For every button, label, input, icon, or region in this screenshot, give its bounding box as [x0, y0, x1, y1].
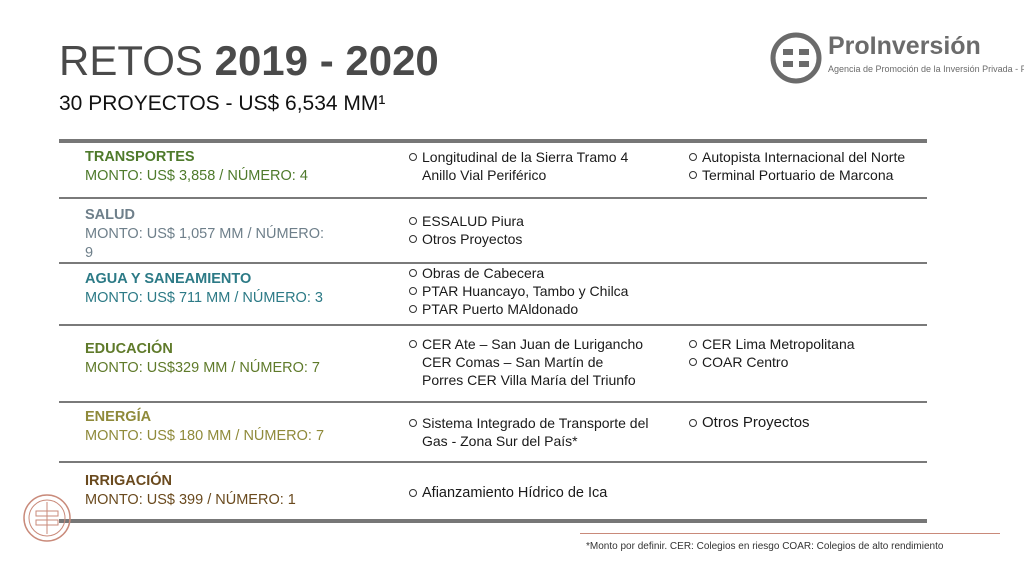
project-column-1: ESSALUD Piura Otros Proyectos: [409, 212, 654, 248]
sector-irrigacion: IRRIGACIÓN MONTO: US$ 399 / NÚMERO: 1: [85, 472, 325, 510]
project-column-2: Autopista Internacional del Norte Termin…: [689, 148, 934, 184]
bullet-icon: [409, 489, 417, 497]
title-years: 2019 - 2020: [214, 37, 439, 84]
bullet-icon: [409, 217, 417, 225]
sector-detail: MONTO: US$329 MM / NÚMERO: 7: [85, 360, 320, 376]
proinversion-emblem-icon: [770, 32, 822, 84]
sector-detail: MONTO: US$ 711 MM / NÚMERO: 3: [85, 290, 323, 306]
sector-detail: MONTO: US$ 3,858 / NÚMERO: 4: [85, 168, 308, 184]
project-item: Otros Proyectos: [689, 414, 934, 432]
footnote: *Monto por definir. CER: Colegios en rie…: [586, 541, 944, 552]
bullet-icon: [409, 235, 417, 243]
proinversion-logo: ProInversión Agencia de Promoción de la …: [770, 30, 1024, 88]
project-column-1: Sistema Integrado de Transporte del Gas …: [409, 414, 649, 450]
page-title: RETOS 2019 - 2020: [59, 40, 439, 82]
project-item: Longitudinal de la Sierra Tramo 4 Anillo…: [409, 148, 654, 184]
bullet-icon: [689, 171, 697, 179]
bullet-icon: [409, 153, 417, 161]
project-item: Obras de Cabecera: [409, 264, 654, 282]
project-item: CER Lima Metropolitana: [689, 335, 934, 353]
project-item: PTAR Puerto MAldonado: [409, 300, 654, 318]
row-divider: [59, 324, 927, 326]
project-item: Sistema Integrado de Transporte del Gas …: [409, 414, 649, 450]
sector-row-educacion: EDUCACIÓN MONTO: US$329 MM / NÚMERO: 7 C…: [59, 336, 927, 403]
bullet-icon: [409, 305, 417, 313]
sector-name: EDUCACIÓN: [85, 341, 173, 357]
sector-agua-saneamiento: AGUA Y SANEAMIENTO MONTO: US$ 711 MM / N…: [85, 270, 325, 308]
logo-name: ProInversión: [828, 32, 981, 60]
bullet-icon: [689, 153, 697, 161]
top-divider: [59, 139, 927, 143]
sector-name: ENERGÍA: [85, 409, 152, 425]
project-column-2: CER Lima Metropolitana COAR Centro: [689, 335, 934, 371]
project-item: Afianzamiento Hídrico de Ica: [409, 484, 654, 502]
project-item: Otros Proyectos: [409, 230, 654, 248]
bullet-icon: [409, 419, 417, 427]
sector-transportes: TRANSPORTES MONTO: US$ 3,858 / NÚMERO: 4: [85, 148, 325, 186]
sector-educacion: EDUCACIÓN MONTO: US$329 MM / NÚMERO: 7: [85, 340, 325, 378]
project-item: Autopista Internacional del Norte: [689, 148, 934, 166]
row-divider: [59, 262, 927, 264]
project-column-1: Obras de Cabecera PTAR Huancayo, Tambo y…: [409, 264, 654, 318]
row-divider: [59, 461, 927, 463]
logo-tagline: Agencia de Promoción de la Inversión Pri…: [828, 64, 1024, 74]
project-item: CER Ate – San Juan de Lurigancho CER Com…: [409, 335, 644, 389]
sector-name: TRANSPORTES: [85, 149, 195, 165]
sector-detail: MONTO: US$ 180 MM / NÚMERO: 7: [85, 428, 325, 444]
project-item: ESSALUD Piura: [409, 212, 654, 230]
bullet-icon: [689, 358, 697, 366]
sector-row-agua: AGUA Y SANEAMIENTO MONTO: US$ 711 MM / N…: [59, 265, 927, 326]
bullet-icon: [409, 269, 417, 277]
sector-row-energia: ENERGÍA MONTO: US$ 180 MM / NÚMERO: 7 Si…: [59, 408, 927, 463]
project-column-1: Longitudinal de la Sierra Tramo 4 Anillo…: [409, 148, 654, 184]
bullet-icon: [689, 340, 697, 348]
sector-detail: MONTO: US$ 1,057 MM / NÚMERO: 9: [85, 226, 325, 261]
sector-name: AGUA Y SANEAMIENTO: [85, 271, 252, 287]
project-item: Terminal Portuario de Marcona: [689, 166, 934, 184]
sector-row-salud: SALUD MONTO: US$ 1,057 MM / NÚMERO: 9 ES…: [59, 206, 927, 264]
sector-salud: SALUD MONTO: US$ 1,057 MM / NÚMERO: 9: [85, 206, 325, 263]
proinversion-seal-icon: [23, 494, 71, 542]
sector-name: IRRIGACIÓN: [85, 473, 172, 489]
bottom-divider: [59, 519, 927, 523]
sector-row-irrigacion: IRRIGACIÓN MONTO: US$ 399 / NÚMERO: 1 Af…: [59, 472, 927, 519]
bullet-icon: [689, 419, 697, 427]
sector-energia: ENERGÍA MONTO: US$ 180 MM / NÚMERO: 7: [85, 408, 325, 446]
project-column-1: CER Ate – San Juan de Lurigancho CER Com…: [409, 335, 644, 389]
sector-row-transportes: TRANSPORTES MONTO: US$ 3,858 / NÚMERO: 4…: [59, 148, 927, 199]
project-item: COAR Centro: [689, 353, 934, 371]
footer-divider: [580, 533, 1000, 534]
project-column-1: Afianzamiento Hídrico de Ica: [409, 484, 654, 502]
title-prefix: RETOS: [59, 37, 215, 84]
bullet-icon: [409, 340, 417, 348]
project-column-2: Otros Proyectos: [689, 414, 934, 432]
row-divider: [59, 401, 927, 403]
project-item: PTAR Huancayo, Tambo y Chilca: [409, 282, 654, 300]
bullet-icon: [409, 287, 417, 295]
sector-name: SALUD: [85, 207, 135, 223]
sector-detail: MONTO: US$ 399 / NÚMERO: 1: [85, 492, 296, 508]
page-subtitle: 30 PROYECTOS - US$ 6,534 MM¹: [59, 92, 386, 115]
row-divider: [59, 197, 927, 199]
